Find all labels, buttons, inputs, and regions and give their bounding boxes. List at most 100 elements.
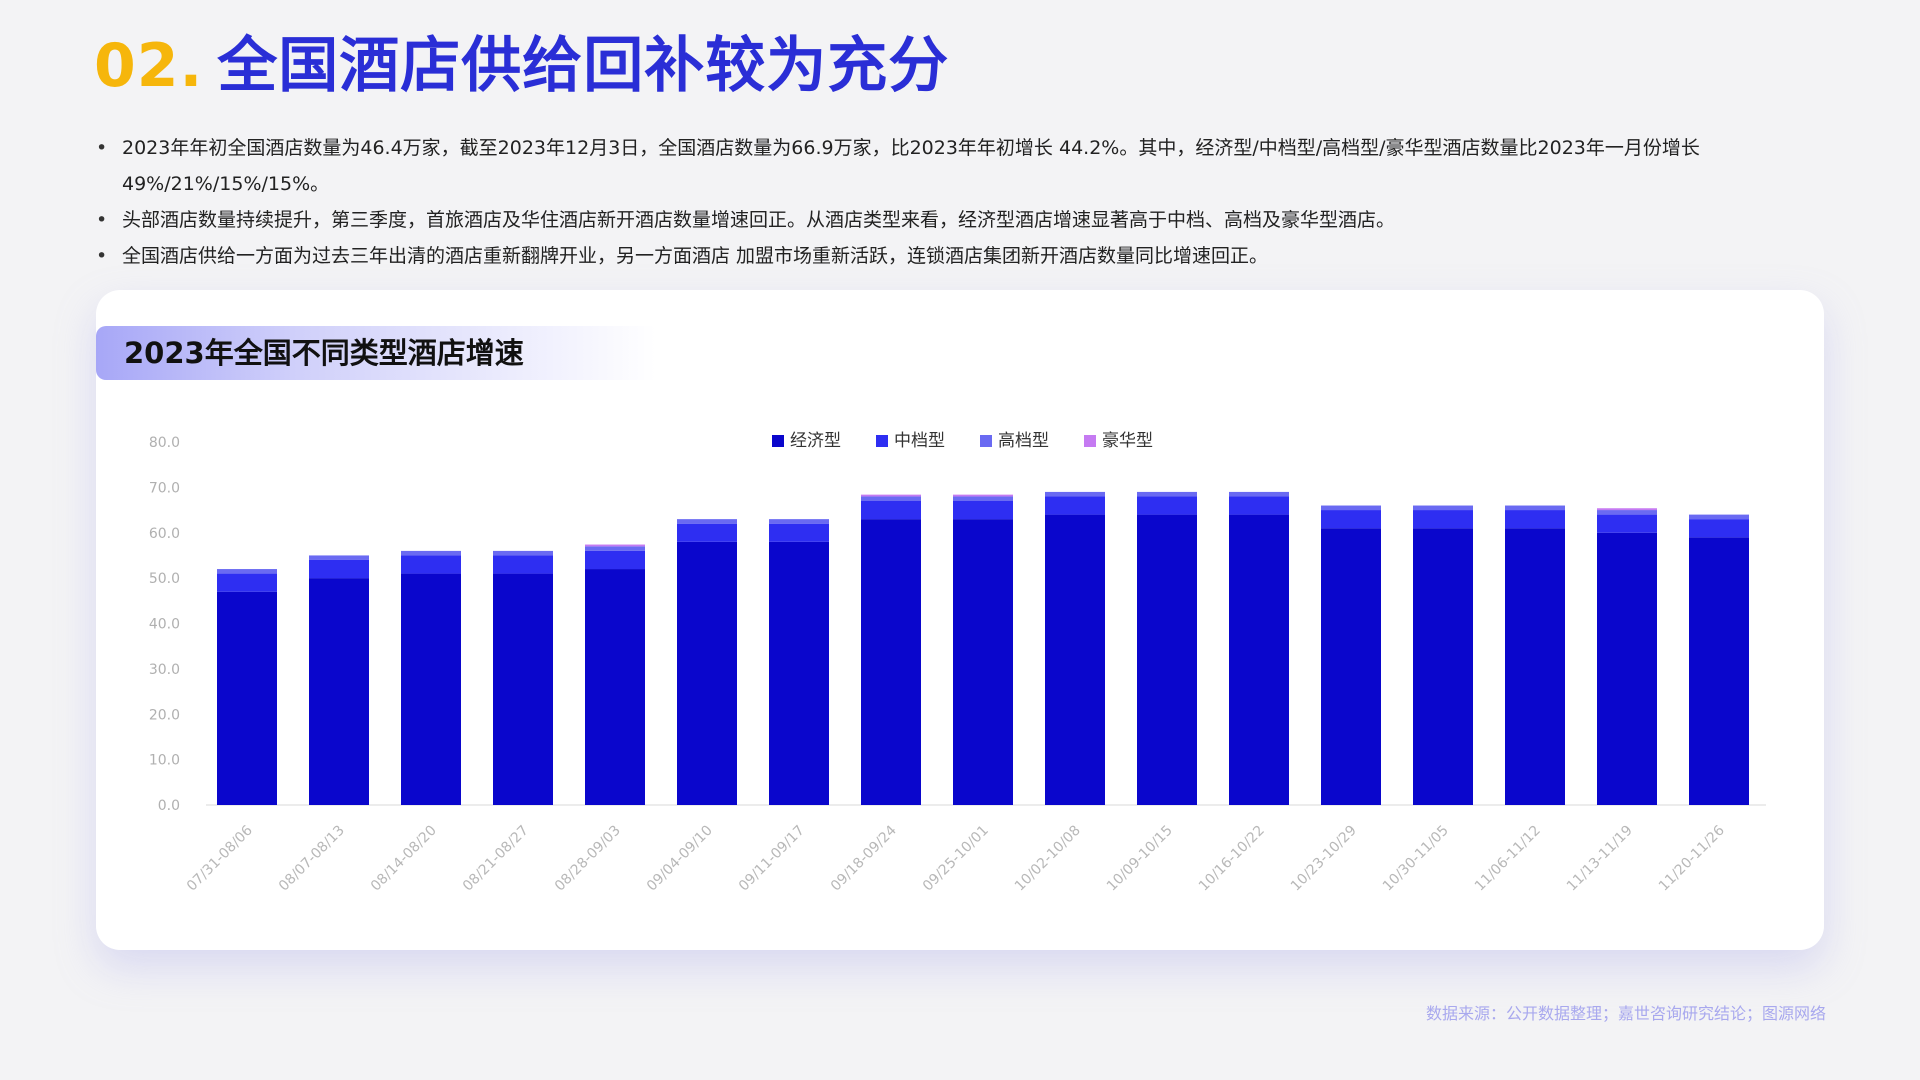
bar-segment	[861, 519, 921, 805]
bar-segment	[1045, 491, 1105, 497]
bar-segment	[677, 541, 737, 805]
bar-segment	[217, 591, 277, 805]
bar-segment	[769, 541, 829, 805]
bar-segment	[1137, 491, 1197, 497]
bar-segment	[1229, 514, 1289, 805]
bar-segment	[217, 573, 277, 592]
y-tick-label: 50.0	[149, 571, 180, 587]
bar-segment	[309, 559, 369, 579]
bar-segment	[401, 550, 461, 556]
y-tick-label: 0.0	[158, 798, 180, 814]
y-tick-label: 70.0	[149, 480, 180, 496]
bar-segment	[1689, 514, 1749, 520]
y-tick-label: 10.0	[149, 753, 180, 769]
x-tick-label: 09/11-09/17	[736, 823, 808, 895]
bullet-item: 2023年年初全国酒店数量为46.4万家，截至2023年12月3日，全国酒店数量…	[94, 130, 1834, 202]
y-tick-label: 60.0	[149, 526, 180, 542]
bar-segment	[493, 573, 553, 805]
bar-segment	[217, 569, 277, 574]
x-tick-label: 09/18-09/24	[828, 822, 900, 894]
bullet-list: 2023年年初全国酒店数量为46.4万家，截至2023年12月3日，全国酒店数量…	[94, 130, 1834, 274]
y-tick-label: 20.0	[149, 707, 180, 723]
bar-segment	[1505, 528, 1565, 805]
bar-segment	[953, 494, 1013, 497]
bar-segment	[1321, 505, 1381, 511]
legend-swatch	[980, 435, 992, 447]
bullet-item: 全国酒店供给一方面为过去三年出清的酒店重新翻牌开业，另一方面酒店 加盟市场重新活…	[94, 238, 1834, 274]
bar-segment	[493, 550, 553, 556]
bar-segment	[953, 519, 1013, 805]
legend-label: 高档型	[998, 431, 1049, 451]
x-tick-label: 11/20-11/26	[1656, 822, 1728, 894]
x-tick-label: 11/06-11/12	[1472, 823, 1544, 895]
bar-segment	[585, 546, 645, 551]
bar-segment	[493, 555, 553, 574]
bar-segment	[1597, 508, 1657, 511]
bar-segment	[1505, 510, 1565, 529]
bar-segment	[1505, 505, 1565, 511]
bar-segment	[1229, 496, 1289, 515]
bar-segment	[677, 519, 737, 524]
bar-segment	[585, 550, 645, 570]
bar-segment	[1229, 491, 1289, 497]
x-tick-label: 10/30-11/05	[1380, 823, 1452, 895]
bar-segment	[401, 573, 461, 805]
data-source-note: 数据来源：公开数据整理；嘉世咨询研究结论；图源网络	[1425, 1004, 1826, 1023]
bar-segment	[1413, 528, 1473, 805]
x-tick-label: 08/28-09/03	[552, 823, 624, 895]
x-tick-label: 09/25-10/01	[920, 823, 992, 895]
x-tick-label: 08/21-08/27	[460, 823, 532, 895]
bar-segment	[677, 523, 737, 542]
legend-label: 经济型	[790, 431, 841, 451]
bar-segment	[861, 496, 921, 501]
x-tick-label: 10/16-10/22	[1196, 823, 1268, 895]
bar-segment	[585, 544, 645, 547]
section-number: 02.	[94, 31, 204, 101]
x-tick-label: 10/23-10/29	[1288, 823, 1360, 895]
legend-swatch	[772, 435, 784, 447]
bar-segment	[1413, 510, 1473, 529]
bar-segment	[1597, 532, 1657, 805]
bar-segment	[769, 519, 829, 524]
section-title: 全国酒店供给回补较为充分	[217, 31, 950, 101]
bar-segment	[953, 496, 1013, 501]
bar-segment	[953, 500, 1013, 520]
y-tick-label: 30.0	[149, 662, 180, 678]
bar-segment	[1321, 528, 1381, 805]
bar-segment	[1137, 496, 1197, 515]
chart-title: 2023年全国不同类型酒店增速	[96, 326, 656, 380]
bar-segment	[401, 555, 461, 574]
y-tick-label: 80.0	[149, 435, 180, 451]
bar-segment	[1597, 514, 1657, 533]
bar-segment	[1045, 514, 1105, 805]
x-tick-label: 07/31-08/06	[184, 822, 256, 894]
stacked-bar-chart: 0.0 10.0 20.0 30.0 40.0 50.0 60.0 70.0 80.0 07/31…	[149, 430, 1766, 895]
legend-label: 豪华型	[1102, 430, 1153, 451]
chart-card: 0.0 10.0 20.0 30.0 40.0 50.0 60.0 70.0 80.0 07/31…	[96, 290, 1824, 950]
bar-segment	[585, 569, 645, 805]
bar-segment	[1597, 510, 1657, 515]
legend-swatch	[876, 435, 888, 447]
bar-segment	[1321, 510, 1381, 529]
bar-segment	[1045, 496, 1105, 515]
bar-segment	[1137, 514, 1197, 805]
bar-segment	[1689, 537, 1749, 805]
legend-label: 中档型	[894, 431, 945, 451]
x-tick-label: 11/13-11/19	[1564, 823, 1636, 895]
bar-segment	[861, 494, 921, 497]
bar-segment	[1689, 519, 1749, 538]
page-title: 02. 全国酒店供给回补较为充分	[94, 30, 949, 102]
legend-swatch	[1084, 435, 1096, 447]
bar-segment	[309, 578, 369, 805]
x-tick-label: 10/09-10/15	[1104, 823, 1176, 895]
bar-segment	[1413, 505, 1473, 511]
bar-segment	[769, 523, 829, 542]
bar-segment	[309, 555, 369, 560]
y-tick-label: 40.0	[149, 617, 180, 633]
bar-segment	[861, 500, 921, 520]
x-tick-label: 09/04-09/10	[644, 823, 716, 895]
bullet-item: 头部酒店数量持续提升，第三季度，首旅酒店及华住酒店新开酒店数量增速回正。从酒店类…	[94, 202, 1834, 238]
x-tick-label: 10/02-10/08	[1012, 823, 1084, 895]
x-tick-label: 08/07-08/13	[276, 823, 348, 895]
